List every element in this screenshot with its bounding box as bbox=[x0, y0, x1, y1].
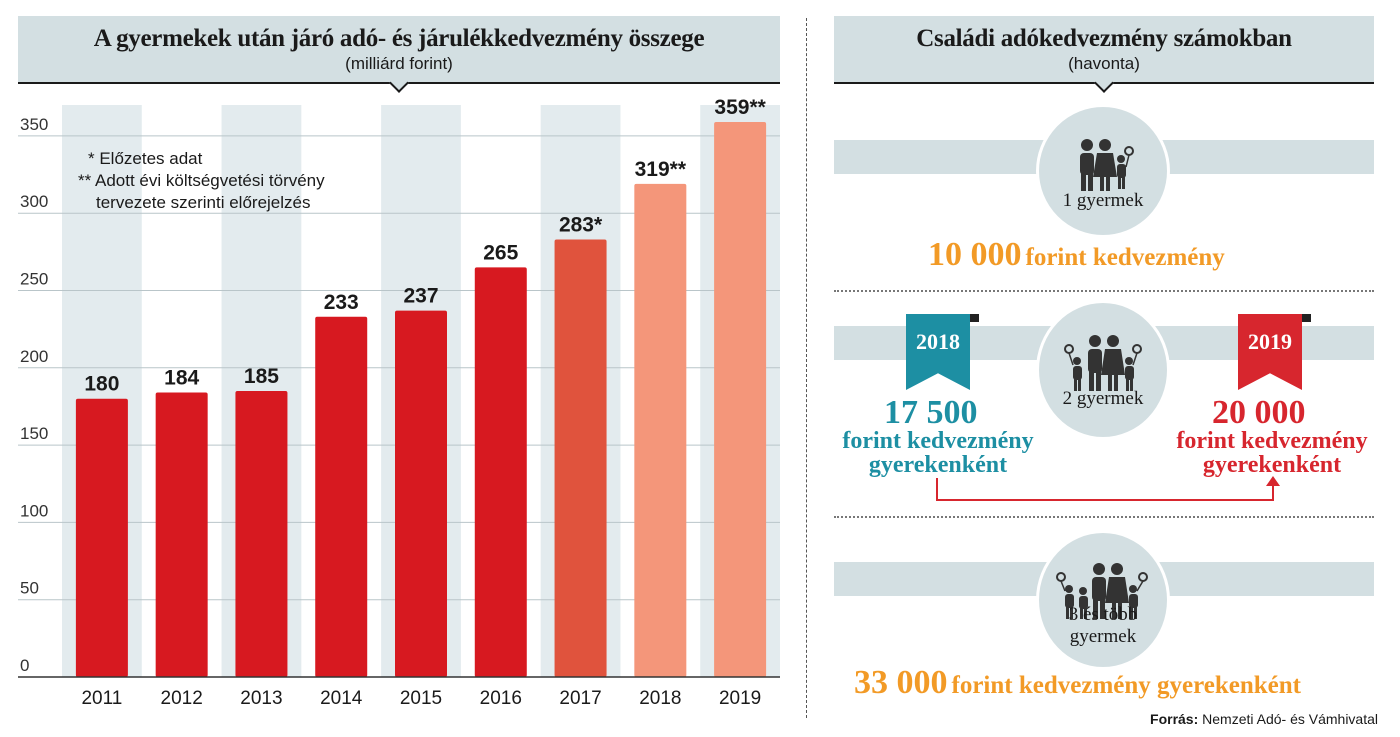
bar bbox=[315, 316, 368, 677]
bar bbox=[155, 392, 208, 677]
bar-value-label: 359** bbox=[714, 96, 766, 119]
circle-two-children bbox=[1036, 300, 1170, 440]
flag-2019: 2019 bbox=[1238, 314, 1302, 390]
flag-2018: 2018 bbox=[906, 314, 970, 390]
bar bbox=[395, 310, 447, 677]
y-tick-label: 100 bbox=[20, 501, 48, 520]
panel-divider bbox=[806, 18, 807, 718]
amount-2018: 17 500 bbox=[884, 394, 978, 431]
amount-three-children-row: 33 000 forint kedvezmény gyerekenként bbox=[854, 664, 1301, 702]
amount-one-child-row: 10 000 forint kedvezmény bbox=[928, 236, 1225, 274]
amount-three-children: 33 000 bbox=[854, 664, 948, 701]
amount-three-children-text: forint kedvezmény gyerekenként bbox=[951, 672, 1302, 699]
x-tick-label: 2016 bbox=[480, 688, 522, 709]
note-forecast-line2: tervezete szerinti előrejelzés bbox=[96, 193, 311, 212]
label-three-children-1: 3 és több bbox=[1068, 604, 1138, 625]
bar bbox=[714, 122, 767, 678]
bar-value-label: 185 bbox=[244, 365, 279, 388]
bar bbox=[634, 183, 687, 677]
bar-chart: 0 50 100 150 200 250 300 350 180 2011 184 2012 185 20… bbox=[18, 96, 780, 709]
amount-2019-line2: gyerekenként bbox=[1202, 452, 1342, 478]
y-tick-label: 250 bbox=[20, 270, 48, 289]
chart-title: A gyermekek után járó adó- és járulékked… bbox=[93, 25, 705, 52]
bar bbox=[235, 391, 288, 677]
bar-value-label: 237 bbox=[403, 285, 438, 308]
increase-arrow-icon bbox=[936, 476, 1280, 501]
source: Forrás: Nemzeti Adó- és Vámhivatal bbox=[1150, 711, 1378, 727]
x-tick-label: 2014 bbox=[320, 688, 363, 709]
label-two-children: 2 gyermek bbox=[1062, 388, 1144, 409]
bar bbox=[554, 239, 607, 677]
y-tick-label: 300 bbox=[20, 192, 48, 211]
bar-value-label: 265 bbox=[483, 241, 518, 264]
amount-2019: 20 000 bbox=[1212, 394, 1306, 431]
x-tick-label: 2015 bbox=[400, 688, 442, 709]
amount-one-child: 10 000 bbox=[928, 236, 1022, 273]
label-three-children-2: gyermek bbox=[1069, 626, 1137, 647]
bar-value-label: 233 bbox=[324, 291, 359, 314]
y-tick-label: 200 bbox=[20, 347, 48, 366]
amount-2019-line1: forint kedvezmény bbox=[1176, 428, 1368, 454]
x-tick-label: 2017 bbox=[559, 688, 601, 709]
right-subtitle: (havonta) bbox=[1068, 54, 1140, 73]
separator-2 bbox=[834, 516, 1374, 518]
family-two-children-icon bbox=[1064, 335, 1142, 391]
right-title: Családi adókedvezmény számokban bbox=[916, 25, 1292, 52]
bar bbox=[75, 398, 128, 677]
amount-one-child-text: forint kedvezmény bbox=[1025, 244, 1225, 271]
family-one-child-icon bbox=[1080, 139, 1134, 191]
family-three-children-icon bbox=[1056, 563, 1148, 619]
label-one-child: 1 gyermek bbox=[1062, 190, 1144, 211]
x-tick-label: 2011 bbox=[81, 688, 122, 709]
y-tick-label: 350 bbox=[20, 115, 48, 134]
y-tick-label: 150 bbox=[20, 424, 48, 443]
circle-three-children bbox=[1036, 530, 1170, 670]
bar-value-label: 283* bbox=[559, 213, 603, 236]
circle-one-child bbox=[1036, 104, 1170, 238]
right-header: Családi adókedvezmény számokban (havonta… bbox=[834, 16, 1374, 93]
x-tick-label: 2012 bbox=[161, 688, 203, 709]
x-tick-label: 2019 bbox=[719, 688, 761, 709]
y-tick-label: 0 bbox=[20, 656, 29, 675]
bar-value-label: 184 bbox=[164, 367, 199, 390]
bar-value-label: 319** bbox=[635, 158, 687, 181]
right-header-notch bbox=[1094, 73, 1114, 93]
note-preliminary: * Előzetes adat bbox=[88, 149, 203, 168]
source-label: Forrás: bbox=[1150, 711, 1199, 727]
x-tick-label: 2013 bbox=[240, 688, 282, 709]
left-header: A gyermekek után járó adó- és járulékked… bbox=[18, 16, 780, 93]
source-text: Nemzeti Adó- és Vámhivatal bbox=[1202, 711, 1378, 727]
amount-2018-line1: forint kedvezmény bbox=[842, 428, 1034, 454]
separator-1 bbox=[834, 290, 1374, 292]
flag-2018-tab bbox=[969, 314, 979, 322]
amount-2018-line2: gyerekenként bbox=[868, 452, 1008, 478]
chart-subtitle: (milliárd forint) bbox=[345, 54, 453, 73]
y-tick-label: 50 bbox=[20, 579, 39, 598]
bar bbox=[474, 267, 527, 677]
x-tick-label: 2018 bbox=[639, 688, 681, 709]
bar-value-label: 180 bbox=[84, 373, 119, 396]
flag-2019-tab bbox=[1301, 314, 1311, 322]
note-forecast-line1: ** Adott évi költségvetési törvény bbox=[78, 171, 325, 190]
header-notch bbox=[389, 73, 409, 93]
